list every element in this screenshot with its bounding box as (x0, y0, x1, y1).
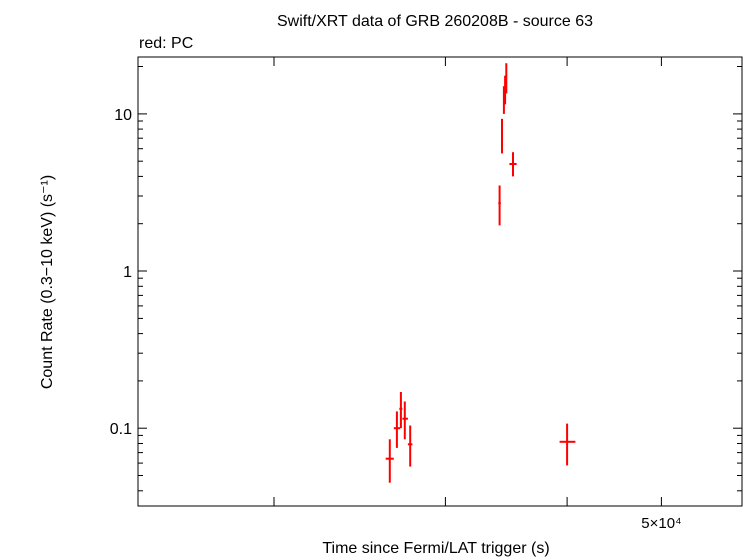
data-point (407, 425, 413, 467)
data-point (393, 411, 401, 448)
data-point (505, 63, 508, 94)
x-axis-ticks: 5×10⁴ (273, 57, 682, 532)
data-point (402, 401, 408, 440)
plot-frame (137, 56, 743, 507)
y-tick-label: 0.1 (110, 421, 132, 438)
x-tick-label: 5×10⁴ (641, 515, 681, 532)
y-axis-label: Count Rate (0.3−10 keV) (s⁻¹) (39, 175, 56, 389)
chart-title: Swift/XRT data of GRB 260208B - source 6… (277, 13, 593, 30)
data-point (559, 423, 576, 466)
data-point (498, 185, 501, 226)
data-point (399, 392, 403, 429)
chart-subtitle: red: PC (139, 35, 193, 52)
data-point (501, 118, 503, 154)
y-tick-label: 1 (123, 264, 132, 281)
y-axis-ticks: 0.1 1 10 (110, 66, 742, 492)
y-tick-label: 10 (114, 107, 132, 124)
x-axis-label: Time since Fermi/LAT trigger (s) (322, 540, 549, 557)
data-series (385, 63, 576, 483)
data-point (509, 152, 517, 177)
data-point (385, 439, 394, 483)
